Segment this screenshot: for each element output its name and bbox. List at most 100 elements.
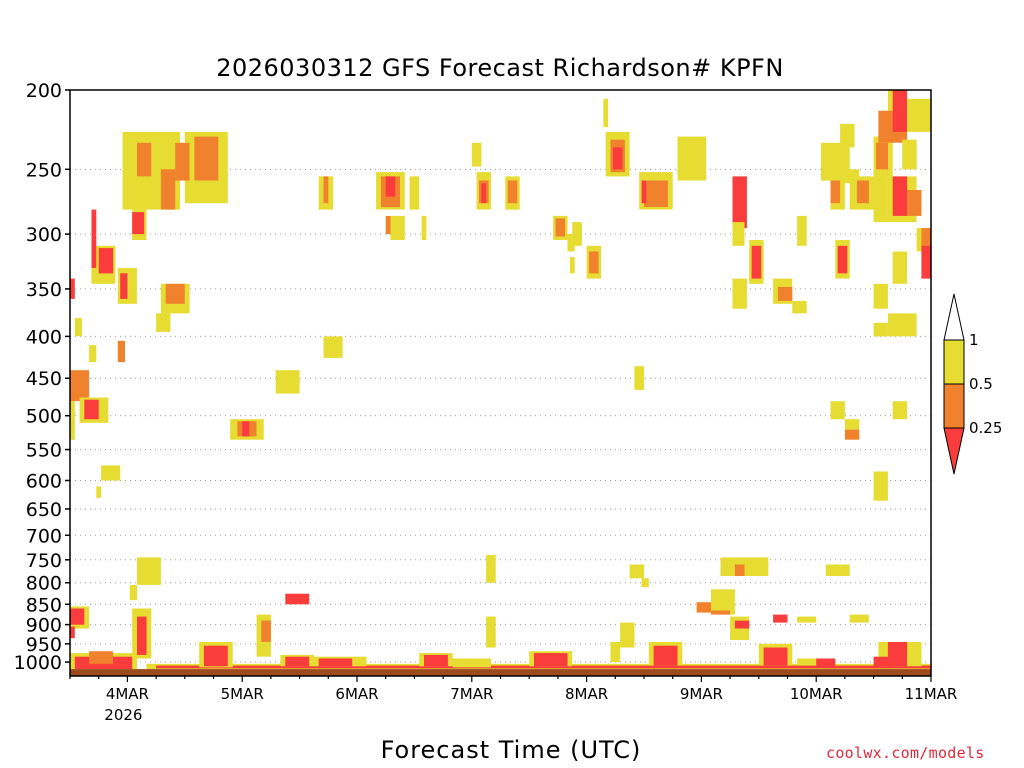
heatmap-cell <box>91 209 97 268</box>
y-tick-label: 750 <box>26 550 62 572</box>
legend-level-label: 0.5 <box>969 375 993 393</box>
y-axis: 200 250 300 350 400 450 500 550 600 650 700 7508008… <box>14 80 70 674</box>
heatmap-cell <box>892 251 908 284</box>
heatmap-cell <box>732 222 745 246</box>
y-tick-label: 950 <box>26 634 62 656</box>
heatmap-cell <box>175 142 190 181</box>
heatmap-cell <box>825 564 850 576</box>
heatmap-cell <box>589 251 599 274</box>
heatmap-cell <box>409 176 420 210</box>
x-tick-label: 6MAR <box>335 685 378 703</box>
legend-swatch-high <box>943 339 965 385</box>
heatmap-cell <box>156 665 932 669</box>
y-tick-label: 550 <box>26 440 62 462</box>
x-tick-label: 4MAR <box>106 685 149 703</box>
heatmap-cell <box>137 616 147 655</box>
heatmap-cell <box>160 169 176 210</box>
heatmap-cell <box>644 180 668 207</box>
heatmap-cell <box>70 626 75 639</box>
heatmap-cell <box>773 614 788 623</box>
legend-level-label: 0.25 <box>969 419 1002 437</box>
heatmap-cell <box>797 616 817 623</box>
heatmap-cells <box>70 90 932 670</box>
heatmap-cell <box>856 180 869 204</box>
heatmap-cell <box>507 180 518 204</box>
heatmap-cell <box>830 180 841 204</box>
heatmap-cell <box>921 245 931 279</box>
heatmap-cell <box>70 608 85 625</box>
heatmap-cell <box>486 555 496 583</box>
heatmap-cell <box>318 658 353 667</box>
heatmap-cell <box>641 578 649 588</box>
heatmap-cell <box>275 370 300 394</box>
y-tick-label: 350 <box>26 279 62 301</box>
heatmap-cell <box>486 616 496 648</box>
heatmap-cell <box>242 421 250 437</box>
plot-area <box>70 90 932 676</box>
chart-title: 2026030312 GFS Forecast Richardson# KPFN <box>216 54 784 82</box>
heatmap-cell <box>620 622 635 648</box>
credit-text: coolwx.com/models <box>826 744 985 762</box>
heatmap-cell <box>844 419 860 430</box>
heatmap-cell <box>797 658 826 666</box>
heatmap-cell <box>70 278 75 299</box>
y-tick-label: 500 <box>26 406 62 428</box>
heatmap-cell <box>751 245 762 279</box>
heatmap-cell <box>194 136 219 181</box>
ground-band <box>70 669 931 676</box>
legend-level-label: 1 <box>969 331 979 349</box>
x-tick-label: 9MAR <box>680 685 723 703</box>
heatmap-cell <box>892 401 908 420</box>
heatmap-cell <box>390 215 405 240</box>
heatmap-cell <box>677 136 707 181</box>
heatmap-cell <box>921 228 931 252</box>
y-tick-label: 800 <box>26 573 62 595</box>
heatmap-cell <box>734 564 745 576</box>
heatmap-cell <box>567 234 575 252</box>
heatmap-cell <box>849 614 869 623</box>
heatmap-cell <box>569 257 575 274</box>
heatmap-cell <box>534 653 568 667</box>
heatmap-cell <box>907 98 931 132</box>
heatmap-cell <box>873 322 888 337</box>
heatmap-cell <box>137 557 161 585</box>
heatmap-cell <box>653 645 678 666</box>
heatmap-cell <box>732 176 747 229</box>
heatmap-cell <box>711 610 731 615</box>
heatmap-cell <box>555 218 566 237</box>
y-tick-label: 700 <box>26 525 62 547</box>
heatmap-cell <box>70 370 90 402</box>
heatmap-cell <box>777 286 793 301</box>
heatmap-cell <box>612 147 623 170</box>
heatmap-cell <box>261 620 271 642</box>
heatmap-cell <box>907 190 922 216</box>
heatmap-cell <box>203 645 228 667</box>
y-tick-label: 1000 <box>14 652 62 674</box>
y-tick-label: 450 <box>26 368 62 390</box>
heatmap-cell <box>89 651 113 664</box>
heatmap-cell <box>797 215 807 246</box>
heatmap-cell <box>285 656 310 667</box>
heatmap-cell <box>74 318 82 337</box>
heatmap-cell <box>117 340 125 363</box>
heatmap-cell <box>873 169 888 223</box>
y-tick-label: 300 <box>26 224 62 246</box>
heatmap-cell <box>101 465 121 481</box>
heatmap-cell <box>120 273 128 299</box>
heatmap-cell <box>70 401 75 440</box>
x-axis-label: Forecast Time (UTC) <box>381 736 642 764</box>
y-tick-label: 250 <box>26 159 62 181</box>
heatmap-cell <box>902 139 917 170</box>
heatmap-cell <box>285 593 310 605</box>
heatmap-cell <box>711 589 735 615</box>
y-tick-label: 650 <box>26 499 62 521</box>
y-tick-label: 850 <box>26 594 62 616</box>
heatmap-cell <box>129 585 137 601</box>
heatmap-cell <box>873 471 888 501</box>
heatmap-cell <box>840 123 855 148</box>
y-tick-label: 200 <box>26 80 62 102</box>
heatmap-cell <box>424 654 448 667</box>
heatmap-cell <box>89 345 97 362</box>
